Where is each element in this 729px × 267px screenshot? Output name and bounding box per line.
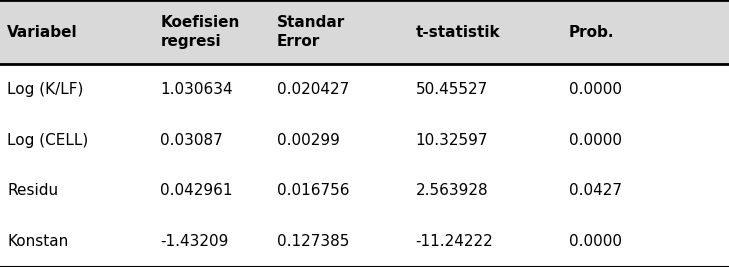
Text: 10.32597: 10.32597 <box>416 133 488 148</box>
Text: 0.0000: 0.0000 <box>569 82 622 97</box>
Text: 0.042961: 0.042961 <box>160 183 233 198</box>
Text: Konstan: Konstan <box>7 234 69 249</box>
Text: 0.020427: 0.020427 <box>277 82 349 97</box>
Text: Variabel: Variabel <box>7 25 78 40</box>
Text: 1.030634: 1.030634 <box>160 82 233 97</box>
Text: Koefisien
regresi: Koefisien regresi <box>160 15 240 49</box>
Text: 0.0000: 0.0000 <box>569 234 622 249</box>
Text: 0.03087: 0.03087 <box>160 133 223 148</box>
Text: Prob.: Prob. <box>569 25 614 40</box>
Text: -1.43209: -1.43209 <box>160 234 229 249</box>
Text: 0.127385: 0.127385 <box>277 234 349 249</box>
Text: 0.0000: 0.0000 <box>569 133 622 148</box>
Text: Standar
Error: Standar Error <box>277 15 346 49</box>
Text: -11.24222: -11.24222 <box>416 234 494 249</box>
Text: 0.0427: 0.0427 <box>569 183 622 198</box>
Bar <box>0 0 729 64</box>
Text: 2.563928: 2.563928 <box>416 183 488 198</box>
Text: 0.016756: 0.016756 <box>277 183 349 198</box>
Text: 0.00299: 0.00299 <box>277 133 340 148</box>
Text: Log (CELL): Log (CELL) <box>7 133 88 148</box>
Text: t-statistik: t-statistik <box>416 25 500 40</box>
Text: Log (K/LF): Log (K/LF) <box>7 82 84 97</box>
Text: Residu: Residu <box>7 183 58 198</box>
Text: 50.45527: 50.45527 <box>416 82 488 97</box>
